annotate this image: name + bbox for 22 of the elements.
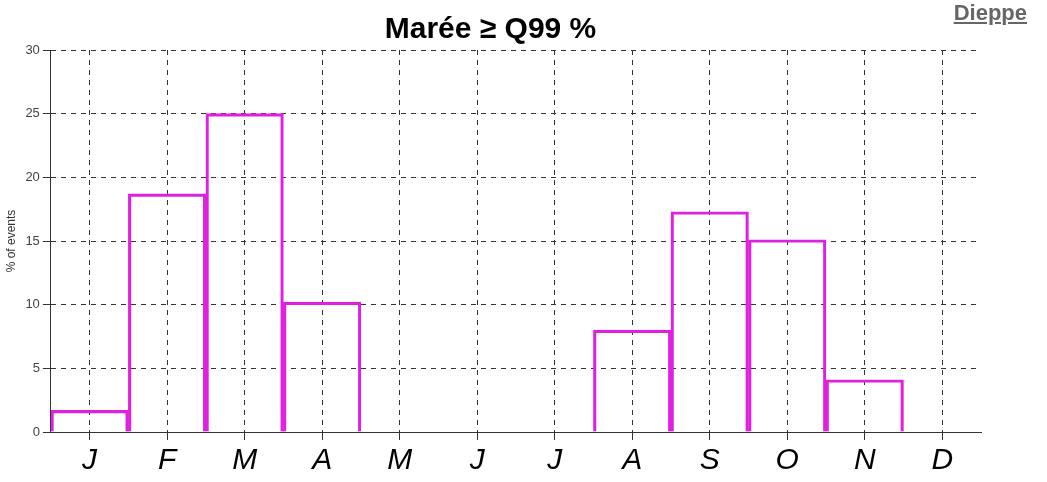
chart-title: Marée ≥ Q99 % [384,11,597,45]
y-tick-label: 15 [25,232,40,248]
x-tick-label: D [931,442,954,476]
y-tick-label: 30 [25,41,40,57]
y-tick-label: 5 [32,359,40,375]
x-tick-label: F [157,442,178,476]
x-tick-label: M [387,442,413,476]
y-tick-label: 0 [32,423,40,439]
x-tick-label: O [775,442,799,476]
x-tick-label: N [853,442,876,476]
y-tick-label: 25 [25,105,40,121]
x-tick-label: J [546,442,564,476]
y-tick-label: 10 [25,296,40,312]
x-tick-label: M [232,442,258,476]
x-tick-label: A [310,442,333,476]
x-tick-label: J [81,442,99,476]
y-tick-label: 20 [25,168,40,184]
y-axis-title: % of events [3,209,18,273]
x-tick-label: S [699,442,720,476]
text: Dieppe [953,0,1027,26]
x-tick-label: A [620,442,643,476]
x-tick-label: J [468,442,486,476]
